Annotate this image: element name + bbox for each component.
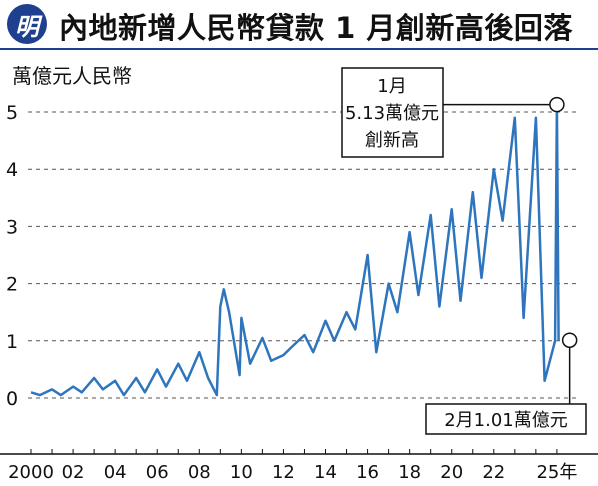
peak-callout-text: 創新高 — [365, 130, 419, 151]
x-tick-label: 20 — [440, 462, 463, 483]
x-tick-label: 12 — [272, 462, 295, 483]
feb-callout-text: 2月1.01萬億元 — [444, 410, 568, 431]
y-tick-label: 3 — [6, 216, 18, 238]
x-tick-label: 18 — [398, 462, 421, 483]
peak-callout-text: 1月 — [377, 76, 406, 97]
feb-marker — [561, 332, 578, 348]
y-tick-label: 1 — [6, 331, 18, 353]
y-tick-label: 4 — [6, 159, 18, 181]
peak-marker — [549, 96, 565, 113]
title-divider — [0, 48, 598, 50]
x-tick-label: 08 — [188, 462, 211, 483]
x-tick-label: 10 — [230, 462, 253, 483]
feb-callout-box — [425, 403, 587, 435]
y-tick-label: 0 — [6, 388, 18, 410]
x-tick-label: 25年 — [536, 462, 577, 483]
y-tick-label: 2 — [6, 274, 18, 296]
y-tick-label: 5 — [6, 102, 18, 124]
peak-callout-box — [341, 67, 444, 158]
x-tick-label: 22 — [482, 462, 505, 483]
loan-series-line — [30, 103, 560, 397]
x-tick-label: 14 — [314, 462, 337, 483]
x-tick-label: 06 — [146, 462, 169, 483]
chart-title: 內地新增人民幣貸款 1 月創新高後回落 — [59, 11, 573, 45]
ming-pao-logo: 明 — [7, 4, 47, 44]
y-axis-unit-label: 萬億元人民幣 — [12, 64, 132, 88]
x-tick-label: 04 — [104, 462, 127, 483]
peak-callout-text: 5.13萬億元 — [345, 103, 439, 124]
x-tick-label: 02 — [62, 462, 85, 483]
chart-header: 明 內地新增人民幣貸款 1 月創新高後回落 — [0, 0, 598, 50]
x-tick-label: 16 — [356, 462, 379, 483]
x-tick-label: 2000 — [8, 462, 54, 483]
